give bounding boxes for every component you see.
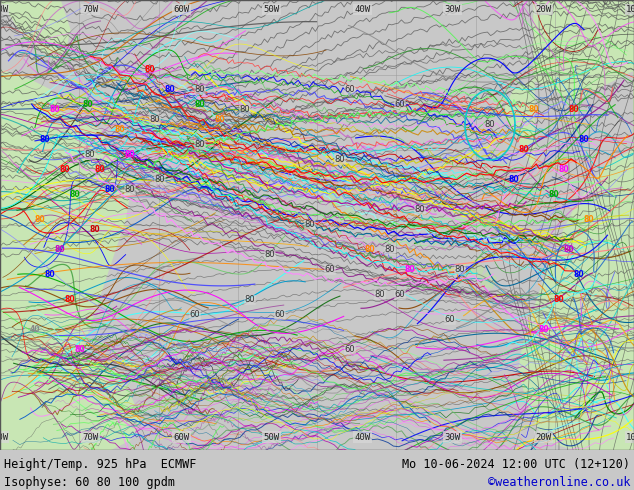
Text: 60: 60 <box>444 316 455 324</box>
Text: 80W: 80W <box>0 5 8 14</box>
Text: 80: 80 <box>125 150 135 159</box>
Text: 80: 80 <box>40 135 50 145</box>
Text: 40: 40 <box>30 325 40 334</box>
Text: 80: 80 <box>55 245 65 254</box>
Text: 80: 80 <box>94 166 105 174</box>
Text: 80: 80 <box>508 175 519 184</box>
Text: 80: 80 <box>165 85 176 95</box>
Text: 20W: 20W <box>535 433 552 442</box>
Text: 80: 80 <box>584 216 594 224</box>
Text: 80: 80 <box>375 291 385 299</box>
Text: ©weatheronline.co.uk: ©weatheronline.co.uk <box>488 476 630 489</box>
Text: Isophyse: 60 80 100 gpdm: Isophyse: 60 80 100 gpdm <box>4 476 175 489</box>
Text: 80: 80 <box>559 166 569 174</box>
Text: 80: 80 <box>49 105 60 115</box>
Polygon shape <box>310 172 325 190</box>
Text: 60W: 60W <box>173 433 189 442</box>
Text: 80: 80 <box>70 191 81 199</box>
Polygon shape <box>519 0 634 450</box>
Text: 80: 80 <box>335 155 346 165</box>
Text: 70W: 70W <box>82 433 99 442</box>
Text: 10W: 10W <box>626 5 634 14</box>
Text: 30W: 30W <box>445 5 461 14</box>
Text: 80: 80 <box>35 216 45 224</box>
Text: 80: 80 <box>553 295 564 304</box>
Text: 80: 80 <box>579 135 590 145</box>
Text: 60: 60 <box>345 345 355 354</box>
Text: 80: 80 <box>60 166 70 174</box>
Polygon shape <box>504 0 634 170</box>
Text: 80: 80 <box>484 121 495 129</box>
Text: 80: 80 <box>548 191 559 199</box>
Text: 80: 80 <box>44 270 55 279</box>
Text: 80: 80 <box>85 150 95 159</box>
Text: 80: 80 <box>215 116 225 124</box>
Text: 50W: 50W <box>264 433 280 442</box>
Text: Mo 10-06-2024 12:00 UTC (12+120): Mo 10-06-2024 12:00 UTC (12+120) <box>402 458 630 471</box>
Text: 60: 60 <box>345 85 355 95</box>
Text: 80: 80 <box>75 345 86 354</box>
Polygon shape <box>470 264 484 278</box>
Text: 80: 80 <box>569 105 579 115</box>
Text: 70W: 70W <box>82 5 99 14</box>
Text: 40W: 40W <box>354 433 370 442</box>
Text: 60: 60 <box>325 266 335 274</box>
Polygon shape <box>0 0 130 450</box>
Text: 50W: 50W <box>264 5 280 14</box>
Text: 80: 80 <box>415 205 425 215</box>
Text: 80: 80 <box>195 141 205 149</box>
Text: 80: 80 <box>240 105 250 115</box>
Text: 80: 80 <box>195 85 205 95</box>
Text: 80: 80 <box>65 295 75 304</box>
Polygon shape <box>480 272 496 288</box>
Text: 80: 80 <box>564 245 574 254</box>
Text: 80: 80 <box>125 185 135 195</box>
Text: 40W: 40W <box>354 5 370 14</box>
Text: 80: 80 <box>105 185 115 195</box>
Polygon shape <box>0 0 70 60</box>
Text: 80: 80 <box>82 100 93 109</box>
Text: 80: 80 <box>264 250 275 259</box>
Text: 80W: 80W <box>0 433 8 442</box>
Text: 80: 80 <box>115 125 126 134</box>
Text: 80: 80 <box>195 100 205 109</box>
Text: Height/Temp. 925 hPa  ECMWF: Height/Temp. 925 hPa ECMWF <box>4 458 197 471</box>
Text: 80: 80 <box>455 266 465 274</box>
Text: 80: 80 <box>145 66 155 74</box>
Text: 80: 80 <box>574 270 585 279</box>
Text: 80: 80 <box>89 225 100 234</box>
Text: 60W: 60W <box>173 5 189 14</box>
Text: 80: 80 <box>539 325 549 334</box>
Text: 80: 80 <box>385 245 396 254</box>
Text: 10W: 10W <box>626 433 634 442</box>
Polygon shape <box>343 206 362 226</box>
Text: 80: 80 <box>305 220 315 229</box>
Text: 30W: 30W <box>445 433 461 442</box>
Text: 80: 80 <box>155 175 165 184</box>
Text: 80: 80 <box>404 266 415 274</box>
Text: 60: 60 <box>395 100 405 109</box>
Text: 80: 80 <box>519 146 529 154</box>
Polygon shape <box>328 192 343 208</box>
Polygon shape <box>0 340 140 450</box>
Text: 80: 80 <box>529 105 540 115</box>
Text: 80: 80 <box>150 116 160 124</box>
Text: 60: 60 <box>190 310 200 319</box>
Text: 20W: 20W <box>535 5 552 14</box>
Text: 80: 80 <box>245 295 256 304</box>
Text: 80: 80 <box>365 245 375 254</box>
Text: 60: 60 <box>275 310 285 319</box>
Text: 60: 60 <box>395 291 405 299</box>
